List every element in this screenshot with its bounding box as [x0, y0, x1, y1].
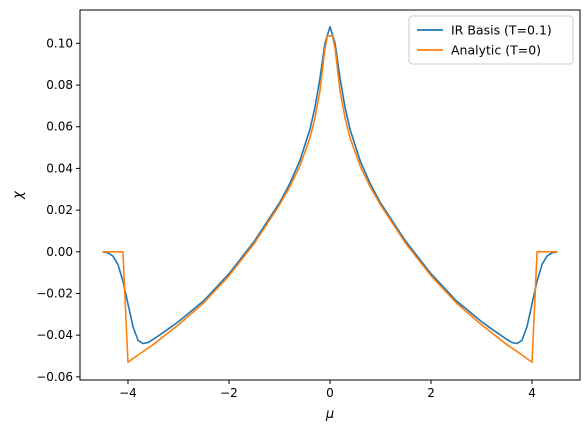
y-tick-label: 0.02	[46, 203, 73, 217]
y-tick-label: −0.02	[36, 286, 73, 300]
y-axis: −0.06 −0.04 −0.02 0.00 0.02 0.04 0.06 0.08 0.10	[36, 36, 80, 384]
x-tick-label: 4	[528, 386, 536, 400]
y-axis-label: χ	[11, 190, 26, 200]
y-tick-label: 0.00	[46, 245, 73, 259]
y-tick-label: 0.06	[46, 120, 73, 134]
x-axis: −4 −2 0 2 4	[119, 380, 536, 400]
x-tick-label: 2	[427, 386, 435, 400]
y-tick-label: −0.06	[36, 370, 73, 384]
legend-label-0: IR Basis (T=0.1)	[451, 23, 552, 38]
x-tick-label: 0	[326, 386, 334, 400]
x-axis-label: μ	[325, 407, 334, 422]
x-tick-label: −2	[220, 386, 238, 400]
legend-box	[408, 15, 574, 65]
y-tick-label: 0.08	[46, 78, 73, 92]
series-line-0	[102, 25, 558, 345]
x-tick-label: −4	[119, 386, 137, 400]
y-tick-label: 0.04	[46, 161, 73, 175]
legend-label-1: Analytic (T=0)	[451, 43, 541, 58]
plot-lines	[102, 25, 558, 364]
y-tick-label: 0.10	[46, 36, 73, 50]
y-tick-label: −0.04	[36, 328, 73, 342]
legend: IR Basis (T=0.1) Analytic (T=0)	[408, 15, 574, 65]
plot-frame	[79, 9, 581, 381]
series-line-1	[102, 35, 558, 364]
